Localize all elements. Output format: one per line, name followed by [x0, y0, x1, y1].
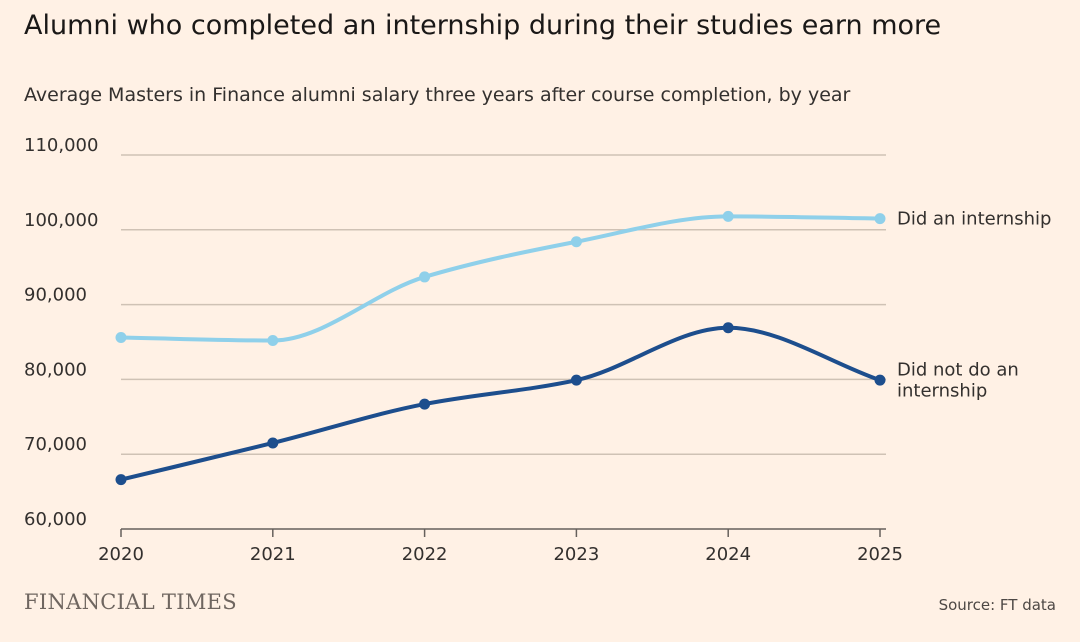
- y-tick-label: 60,000: [24, 509, 87, 530]
- data-point: [115, 332, 127, 344]
- series-labels: Did an internship Did not do an internship: [897, 209, 1051, 402]
- y-tick-label: 80,000: [24, 359, 87, 380]
- data-point: [419, 398, 431, 410]
- x-tick-label: 2024: [705, 544, 751, 565]
- source-note: Source: FT data: [938, 596, 1056, 614]
- chart-title: Alumni who completed an internship durin…: [24, 10, 942, 41]
- data-point: [722, 210, 734, 222]
- ft-logo: FINANCIAL TIMES: [24, 590, 237, 614]
- series-lines: [115, 210, 886, 486]
- gridlines: [121, 154, 886, 455]
- x-tick-label: 2020: [98, 544, 144, 565]
- data-point: [722, 322, 734, 334]
- y-tick-label: 100,000: [24, 210, 98, 231]
- data-point: [874, 374, 886, 386]
- series-label-no-internship: Did not do an internship: [897, 360, 1019, 402]
- x-tick-label: 2022: [402, 544, 448, 565]
- line-chart: 60,000 70,000 80,000 90,000 100,000 110,000 2…: [24, 135, 1051, 565]
- x-tick-label: 2025: [857, 544, 903, 565]
- chart-subtitle: Average Masters in Finance alumni salary…: [24, 84, 851, 106]
- data-point: [570, 236, 582, 248]
- y-tick-label: 110,000: [24, 135, 98, 156]
- data-point: [267, 335, 279, 347]
- y-axis-ticks: 60,000 70,000 80,000 90,000 100,000 110,000: [24, 135, 98, 530]
- series-line-no-internship: [119, 325, 882, 482]
- data-point: [115, 474, 127, 486]
- data-point: [419, 271, 431, 283]
- data-point: [267, 437, 279, 449]
- data-point: [874, 213, 886, 225]
- x-axis-ticks: 2020 2021 2022 2023 2024 2025: [98, 529, 903, 565]
- y-tick-label: 70,000: [24, 434, 87, 455]
- x-tick-label: 2023: [553, 544, 599, 565]
- data-point: [570, 374, 582, 386]
- y-tick-label: 90,000: [24, 285, 87, 306]
- series-line-internship: [119, 214, 882, 343]
- series-label-internship: Did an internship: [897, 209, 1051, 230]
- x-tick-label: 2021: [250, 544, 296, 565]
